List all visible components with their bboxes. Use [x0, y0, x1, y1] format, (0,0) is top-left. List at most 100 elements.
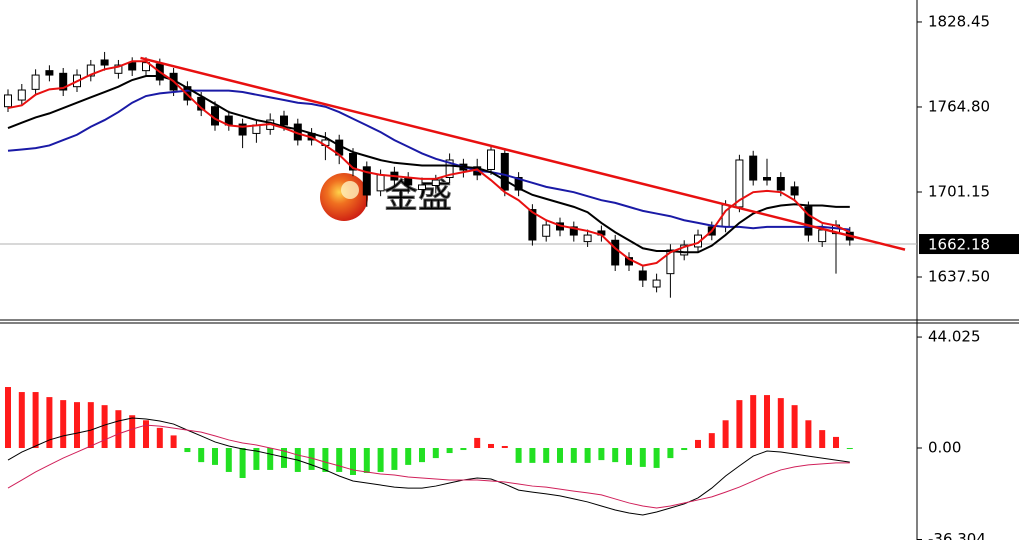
histogram-bar	[5, 387, 11, 449]
histogram-bar	[253, 448, 260, 470]
candle-body	[652, 279, 661, 288]
histogram-bar	[474, 437, 481, 449]
candle-body	[500, 152, 509, 191]
histogram-bar	[350, 448, 356, 475]
candle-body	[569, 226, 578, 236]
histogram-bar	[764, 395, 770, 449]
y-tick-label: 1637.50	[928, 267, 990, 285]
watermark-text: 金盛	[384, 177, 452, 217]
line-series	[7, 74, 850, 254]
histogram-bar	[819, 430, 826, 449]
histogram-bar	[170, 435, 177, 449]
histogram-bar	[198, 448, 205, 463]
histogram-bar	[212, 448, 218, 465]
candle-body	[804, 206, 813, 236]
candle-body	[611, 239, 620, 266]
histogram-bar	[681, 448, 688, 451]
y-tick-label: 1764.80	[928, 97, 990, 115]
histogram-bar	[695, 439, 701, 449]
candle-body	[818, 229, 827, 243]
histogram-bar	[750, 395, 757, 449]
candle-body	[376, 174, 385, 192]
histogram-bar	[736, 400, 743, 449]
watermark: 金盛	[320, 173, 453, 221]
line-series	[7, 424, 850, 509]
y-tick-label: 44.025	[928, 328, 981, 346]
histogram-bar	[598, 448, 605, 461]
last-price-box	[919, 234, 1019, 255]
histogram-bar	[18, 392, 25, 449]
histogram-bar	[129, 415, 136, 449]
histogram-bar	[281, 448, 287, 468]
histogram-bar	[791, 405, 798, 449]
candle-body	[362, 166, 371, 196]
histogram-bar	[557, 448, 563, 463]
watermark-logo	[320, 173, 368, 221]
histogram-bar	[612, 448, 619, 463]
histogram-bar	[267, 448, 274, 470]
candle-body	[128, 62, 137, 71]
histogram-bar	[833, 436, 839, 449]
histogram-bar	[529, 448, 536, 463]
candle-body	[749, 155, 758, 181]
candle-body	[238, 123, 247, 136]
histogram-bar	[391, 448, 398, 470]
candle-body	[776, 176, 785, 191]
histogram-bar	[805, 420, 812, 449]
histogram-bar	[584, 448, 591, 463]
candle-body	[418, 184, 426, 191]
y-tick-label: 1701.15	[928, 182, 990, 200]
histogram-bar	[184, 448, 191, 453]
trend-line	[140, 56, 906, 251]
candle-body	[17, 89, 26, 101]
candle-body	[4, 94, 12, 108]
candle-body	[59, 72, 68, 91]
histogram-bar	[419, 448, 425, 463]
candle-body	[583, 234, 592, 243]
histogram-bar	[225, 448, 232, 472]
histogram-bar	[156, 427, 163, 449]
histogram-bar	[460, 448, 467, 451]
histogram-bar	[777, 398, 784, 449]
histogram-bar	[363, 448, 370, 473]
y-tick-label: 0.00	[928, 439, 961, 457]
candle-body	[680, 244, 689, 256]
last-price-label: 1662.18	[928, 236, 990, 254]
candle-body	[514, 176, 523, 191]
histogram-bar	[432, 448, 439, 459]
histogram-bar	[308, 448, 315, 470]
line-series	[7, 89, 850, 231]
candle-body	[487, 149, 495, 170]
candle-body	[528, 209, 537, 241]
histogram-bar	[115, 410, 122, 449]
histogram-bar	[488, 443, 494, 449]
candle-body	[142, 62, 150, 72]
histogram-bar	[570, 448, 577, 463]
candle-body	[100, 59, 109, 66]
candle-body	[31, 74, 40, 90]
histogram-bar	[32, 392, 39, 449]
histogram-bar	[74, 402, 80, 449]
histogram-bar	[722, 420, 729, 449]
candle-body	[280, 115, 288, 126]
histogram-bar	[405, 448, 412, 465]
histogram-bar	[515, 448, 522, 463]
candle-body	[86, 64, 95, 77]
candle-body	[542, 224, 551, 237]
histogram-bar	[87, 402, 94, 449]
histogram-bar	[101, 405, 108, 449]
histogram-bar	[501, 445, 508, 449]
histogram-bar	[446, 448, 453, 454]
watermark-logo-highlight	[341, 181, 359, 199]
histogram-bar	[60, 400, 67, 449]
histogram-bar	[626, 448, 632, 465]
histogram-bar	[653, 448, 660, 468]
histogram-bar	[377, 448, 384, 472]
candle-body	[763, 176, 771, 181]
y-tick-label: -36.304	[928, 530, 986, 540]
candle-body	[114, 64, 123, 74]
histogram-bar	[543, 448, 550, 463]
candle-body	[445, 159, 454, 178]
